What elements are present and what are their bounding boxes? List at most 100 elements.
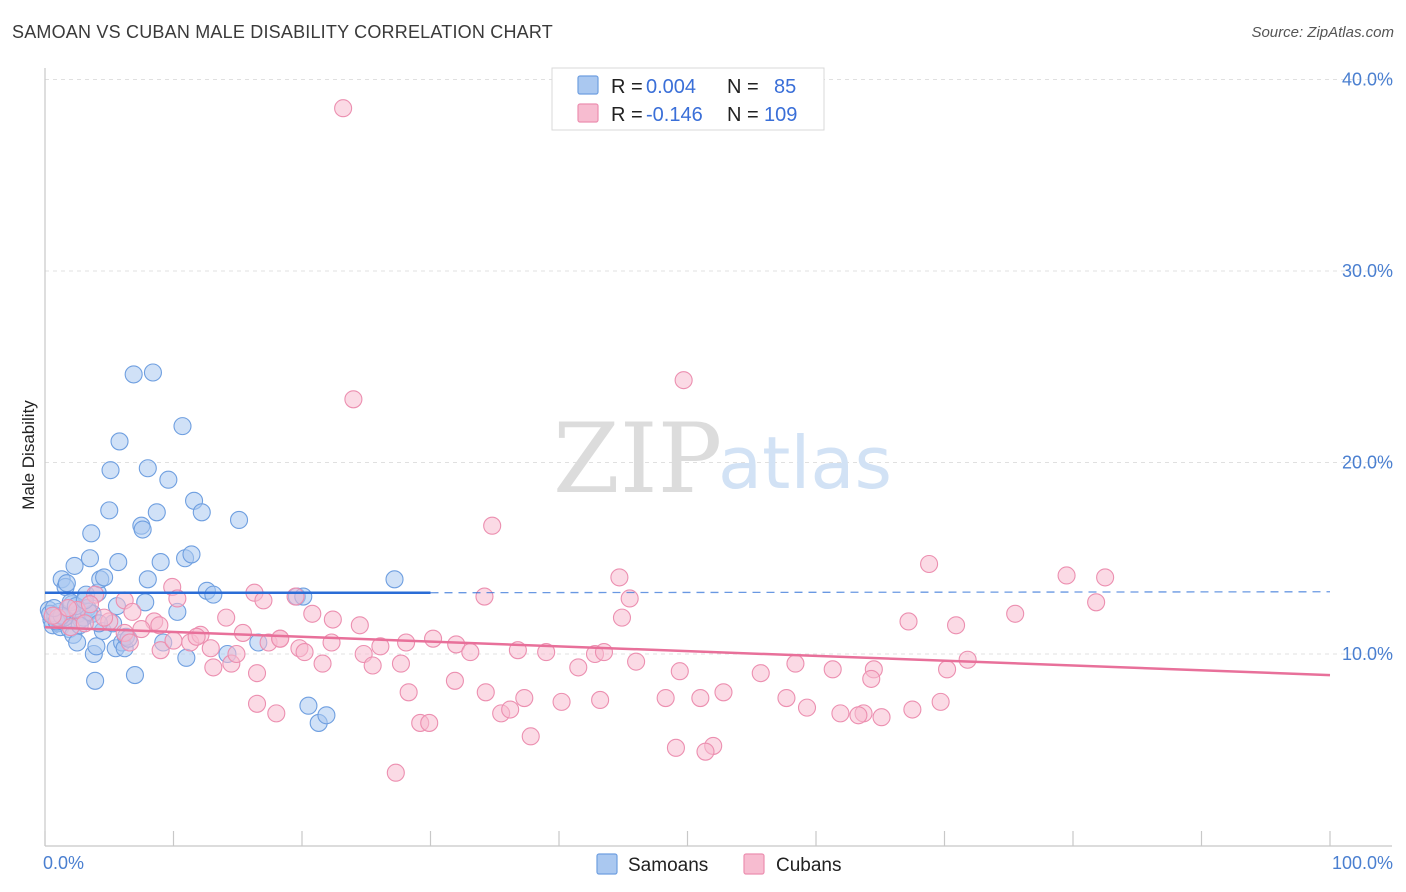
cuban-point [150,616,169,635]
cuban-point [59,598,78,618]
cuban-point [424,629,443,648]
cuban-point [483,516,502,535]
bottom-legend-cubans: Cubans [776,855,842,876]
legend-r-value: 0.004 [646,76,696,98]
cuban-point [187,627,206,646]
cuban-point [714,683,733,702]
samoan-point [101,461,120,480]
samoan-point [80,549,100,568]
cuban-point [391,654,410,673]
chart-title: SAMOAN VS CUBAN MALE DISABILITY CORRELAT… [12,22,553,42]
cuban-point [931,692,950,711]
cuban-point [247,664,267,683]
cuban-point [151,641,170,660]
grid-lines [45,79,1392,655]
cuban-point [120,633,139,652]
legend-r-label: R = [611,76,643,98]
cuban-point [797,698,817,717]
watermark: ZIP atlas [553,403,892,515]
cuban-point [271,629,290,648]
legend-r-label: R = [611,104,643,126]
samoan-point [385,570,404,589]
cuban-point [872,708,891,727]
cuban-point [938,660,957,679]
cuban-point [323,610,342,629]
samoan-point [124,365,143,384]
samoan-point [125,666,144,685]
cuban-point [610,568,629,587]
cuban-point [386,763,405,782]
cuban-point [958,650,977,669]
samoan-point [57,574,76,593]
samoan-point [138,459,157,478]
samoan-point [204,585,223,604]
y-axis-label: Male Disability [19,400,38,510]
cuban-point [537,643,556,662]
trend-lines [44,591,1331,677]
cuban-point [521,727,540,746]
cuban-point [947,616,966,635]
cuban-point [1087,593,1106,612]
cuban-point [656,688,675,708]
cuban-point [420,713,439,732]
samoans-trend-extension [430,591,1331,594]
cuban-point [515,688,534,708]
cuban-point [476,683,495,702]
cuban-point [227,644,246,664]
cuban-point [1096,568,1115,587]
cuban-point [350,616,369,635]
samoan-point [147,503,166,522]
cuban-point [445,671,464,690]
y-tick-label: 30.0% [1342,261,1393,281]
bottom-legend-swatch-samoans [596,853,618,875]
cuban-point [1006,604,1025,623]
cuban-point [334,99,353,118]
samoan-point [143,363,162,382]
samoan-point [65,556,84,575]
cuban-point [823,660,842,679]
samoan-point [110,432,129,451]
cuban-point [201,639,220,658]
legend-r-value: -0.146 [646,104,703,126]
cuban-point [247,694,267,713]
series-samoans [39,363,404,732]
cuban-point [204,658,223,677]
samoan-point [87,637,106,656]
cuban-point [1057,566,1076,585]
cuban-point [612,608,632,627]
cuban-point [132,620,151,639]
cubans-trend-line [44,625,1331,677]
cuban-point [217,608,236,627]
cuban-point [899,612,918,631]
cuban-point [168,589,187,608]
samoan-point [182,545,201,564]
samoan-point [95,568,114,587]
cuban-point [363,656,382,675]
cuban-point [80,595,100,614]
samoan-point [317,706,336,725]
cuban-point [691,688,710,708]
samoan-point [229,510,249,530]
samoan-point [82,524,101,543]
samoan-point [100,501,119,520]
series-legend: Samoans Cubans [596,853,842,876]
bottom-legend-swatch-cubans [743,853,765,875]
cuban-point [903,700,922,719]
cuban-point [164,631,183,650]
cuban-point [397,633,416,652]
cuban-point [475,587,494,606]
cuban-point [399,683,418,702]
cuban-point [501,700,520,719]
cuban-point [267,704,286,723]
legend-n-value: 85 [774,76,796,98]
samoan-point [177,648,196,667]
cuban-point [569,658,588,677]
cuban-point [552,692,571,711]
legend-swatch-samoans [577,75,599,95]
cuban-point [344,390,363,409]
watermark-atlas: atlas [718,421,892,505]
watermark-zip: ZIP [553,403,722,515]
samoan-point [151,553,170,572]
y-tick-label: 40.0% [1342,70,1393,90]
bottom-legend-samoans: Samoans [628,855,708,876]
